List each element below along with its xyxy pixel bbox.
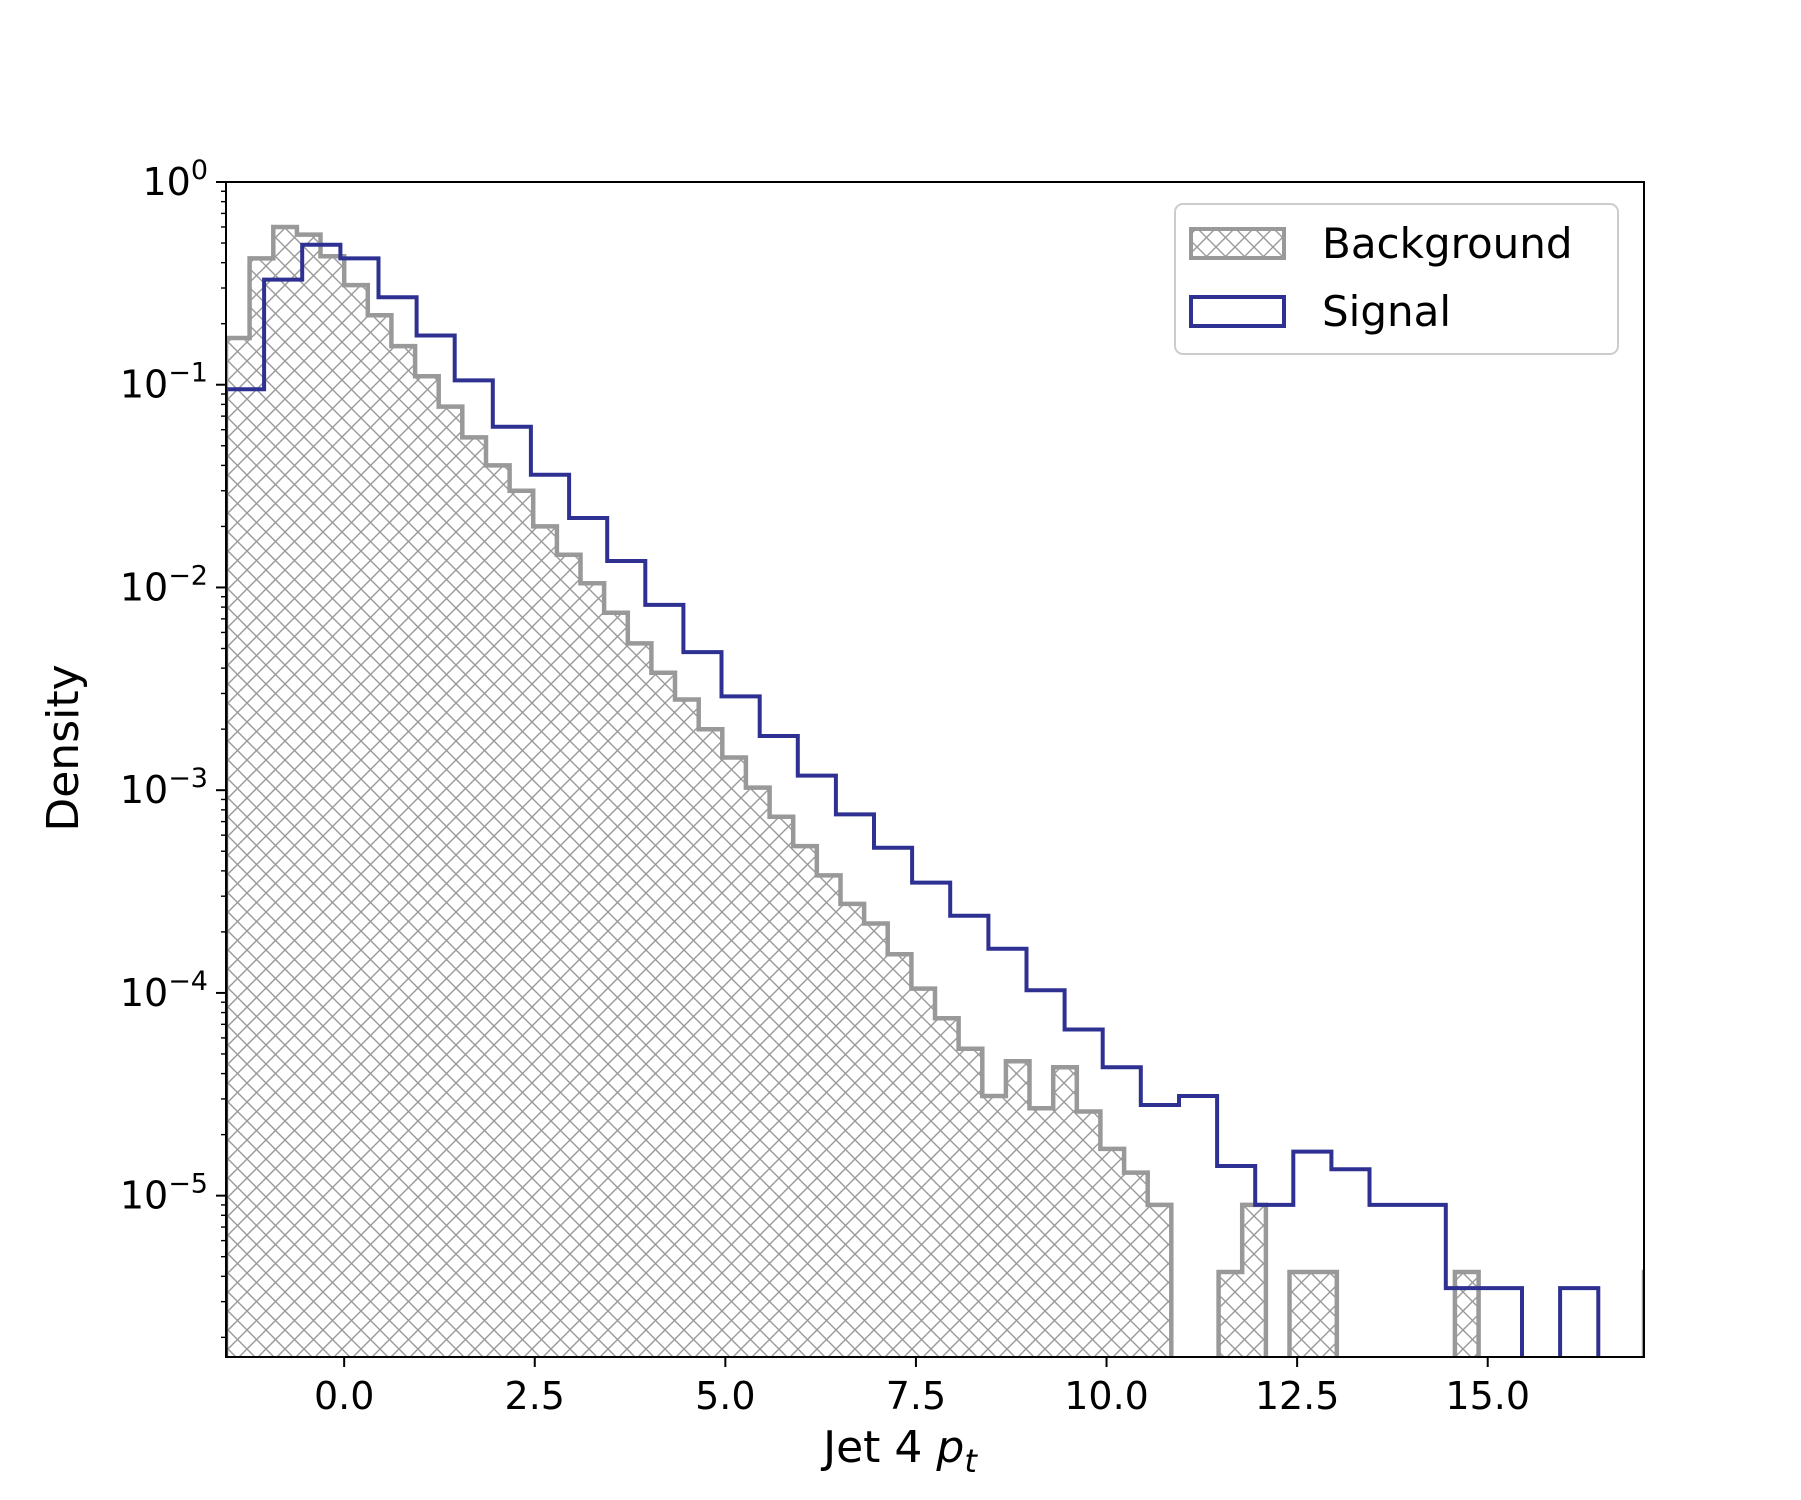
background-bin — [509, 490, 534, 1357]
legend-background-label: Background — [1322, 219, 1573, 268]
x-axis: 0.0 2.5 5.0 7.5 10.0 12.5 15.0 — [314, 1357, 1530, 1418]
background-bin — [1289, 1272, 1314, 1357]
background-bin — [958, 1048, 983, 1357]
background-bin — [816, 875, 841, 1357]
background-bin — [1005, 1061, 1031, 1357]
background-bin — [651, 672, 676, 1357]
signal-histogram — [226, 242, 1601, 1357]
legend-signal-swatch — [1189, 295, 1286, 328]
background-bin — [1076, 1111, 1101, 1357]
background-bin — [391, 346, 416, 1357]
x-axis-label: Jet 4 pt — [820, 1422, 978, 1480]
x-tick-label: 2.5 — [505, 1374, 565, 1418]
background-bin — [935, 1018, 960, 1357]
background-bin — [296, 234, 322, 1357]
background-bin — [249, 258, 274, 1357]
background-bin — [722, 757, 747, 1357]
legend: Background Signal — [1174, 203, 1619, 355]
background-bin — [864, 923, 889, 1357]
x-tick-label: 5.0 — [695, 1374, 755, 1418]
background-outline — [226, 224, 1644, 1357]
background-bin — [415, 376, 440, 1357]
background-bin — [911, 988, 936, 1357]
background-bin — [769, 816, 794, 1357]
background-bin — [1124, 1172, 1149, 1357]
background-bin — [344, 285, 369, 1357]
background-bin — [698, 729, 723, 1357]
background-bin — [675, 699, 700, 1357]
y-axis: 100 10−1 10−2 10−3 10−4 10−5 — [120, 155, 226, 1339]
legend-signal-label: Signal — [1322, 287, 1451, 336]
y-axis-label: Density — [38, 664, 89, 831]
background-bin — [1100, 1148, 1125, 1357]
background-bin — [367, 315, 392, 1357]
y-tick-label: 10−1 — [120, 358, 208, 407]
background-bin — [1147, 1204, 1172, 1357]
background-bin — [793, 846, 818, 1357]
y-tick-label: 10−2 — [120, 560, 208, 609]
background-bin — [273, 227, 298, 1357]
x-tick-label: 15.0 — [1445, 1374, 1530, 1418]
background-bin — [887, 954, 912, 1357]
signal-outline — [226, 242, 1601, 1357]
background-bin — [438, 406, 463, 1357]
background-bin — [533, 526, 558, 1357]
background-bin — [627, 643, 652, 1357]
background-bin — [486, 465, 511, 1357]
y-tick-label: 10−5 — [120, 1169, 208, 1218]
background-bin — [1454, 1272, 1480, 1357]
x-tick-label: 7.5 — [886, 1374, 946, 1418]
y-tick-label: 100 — [142, 155, 208, 204]
background-bin — [1029, 1108, 1054, 1357]
background-bin — [462, 437, 487, 1357]
y-tick-label: 10−4 — [120, 966, 208, 1015]
y-tick-label: 10−3 — [120, 763, 208, 812]
background-bin — [840, 903, 865, 1357]
background-bin — [556, 554, 582, 1357]
x-tick-label: 12.5 — [1255, 1374, 1340, 1418]
legend-background-swatch — [1189, 227, 1286, 260]
background-bin — [320, 256, 345, 1357]
plot-area — [226, 224, 1668, 1357]
x-tick-label: 10.0 — [1064, 1374, 1149, 1418]
background-bin — [580, 583, 605, 1357]
background-bin — [1242, 1204, 1267, 1357]
background-bin — [1218, 1272, 1243, 1357]
background-bin — [226, 338, 251, 1357]
background-bin — [745, 787, 771, 1357]
background-bin — [1313, 1272, 1338, 1357]
plot-frame — [225, 181, 1645, 1358]
background-bin — [604, 612, 629, 1357]
background-bin — [1053, 1067, 1078, 1357]
background-histogram — [226, 224, 1668, 1357]
background-bin — [982, 1096, 1007, 1357]
background-bin — [1644, 1272, 1668, 1357]
x-tick-label: 0.0 — [314, 1374, 374, 1418]
